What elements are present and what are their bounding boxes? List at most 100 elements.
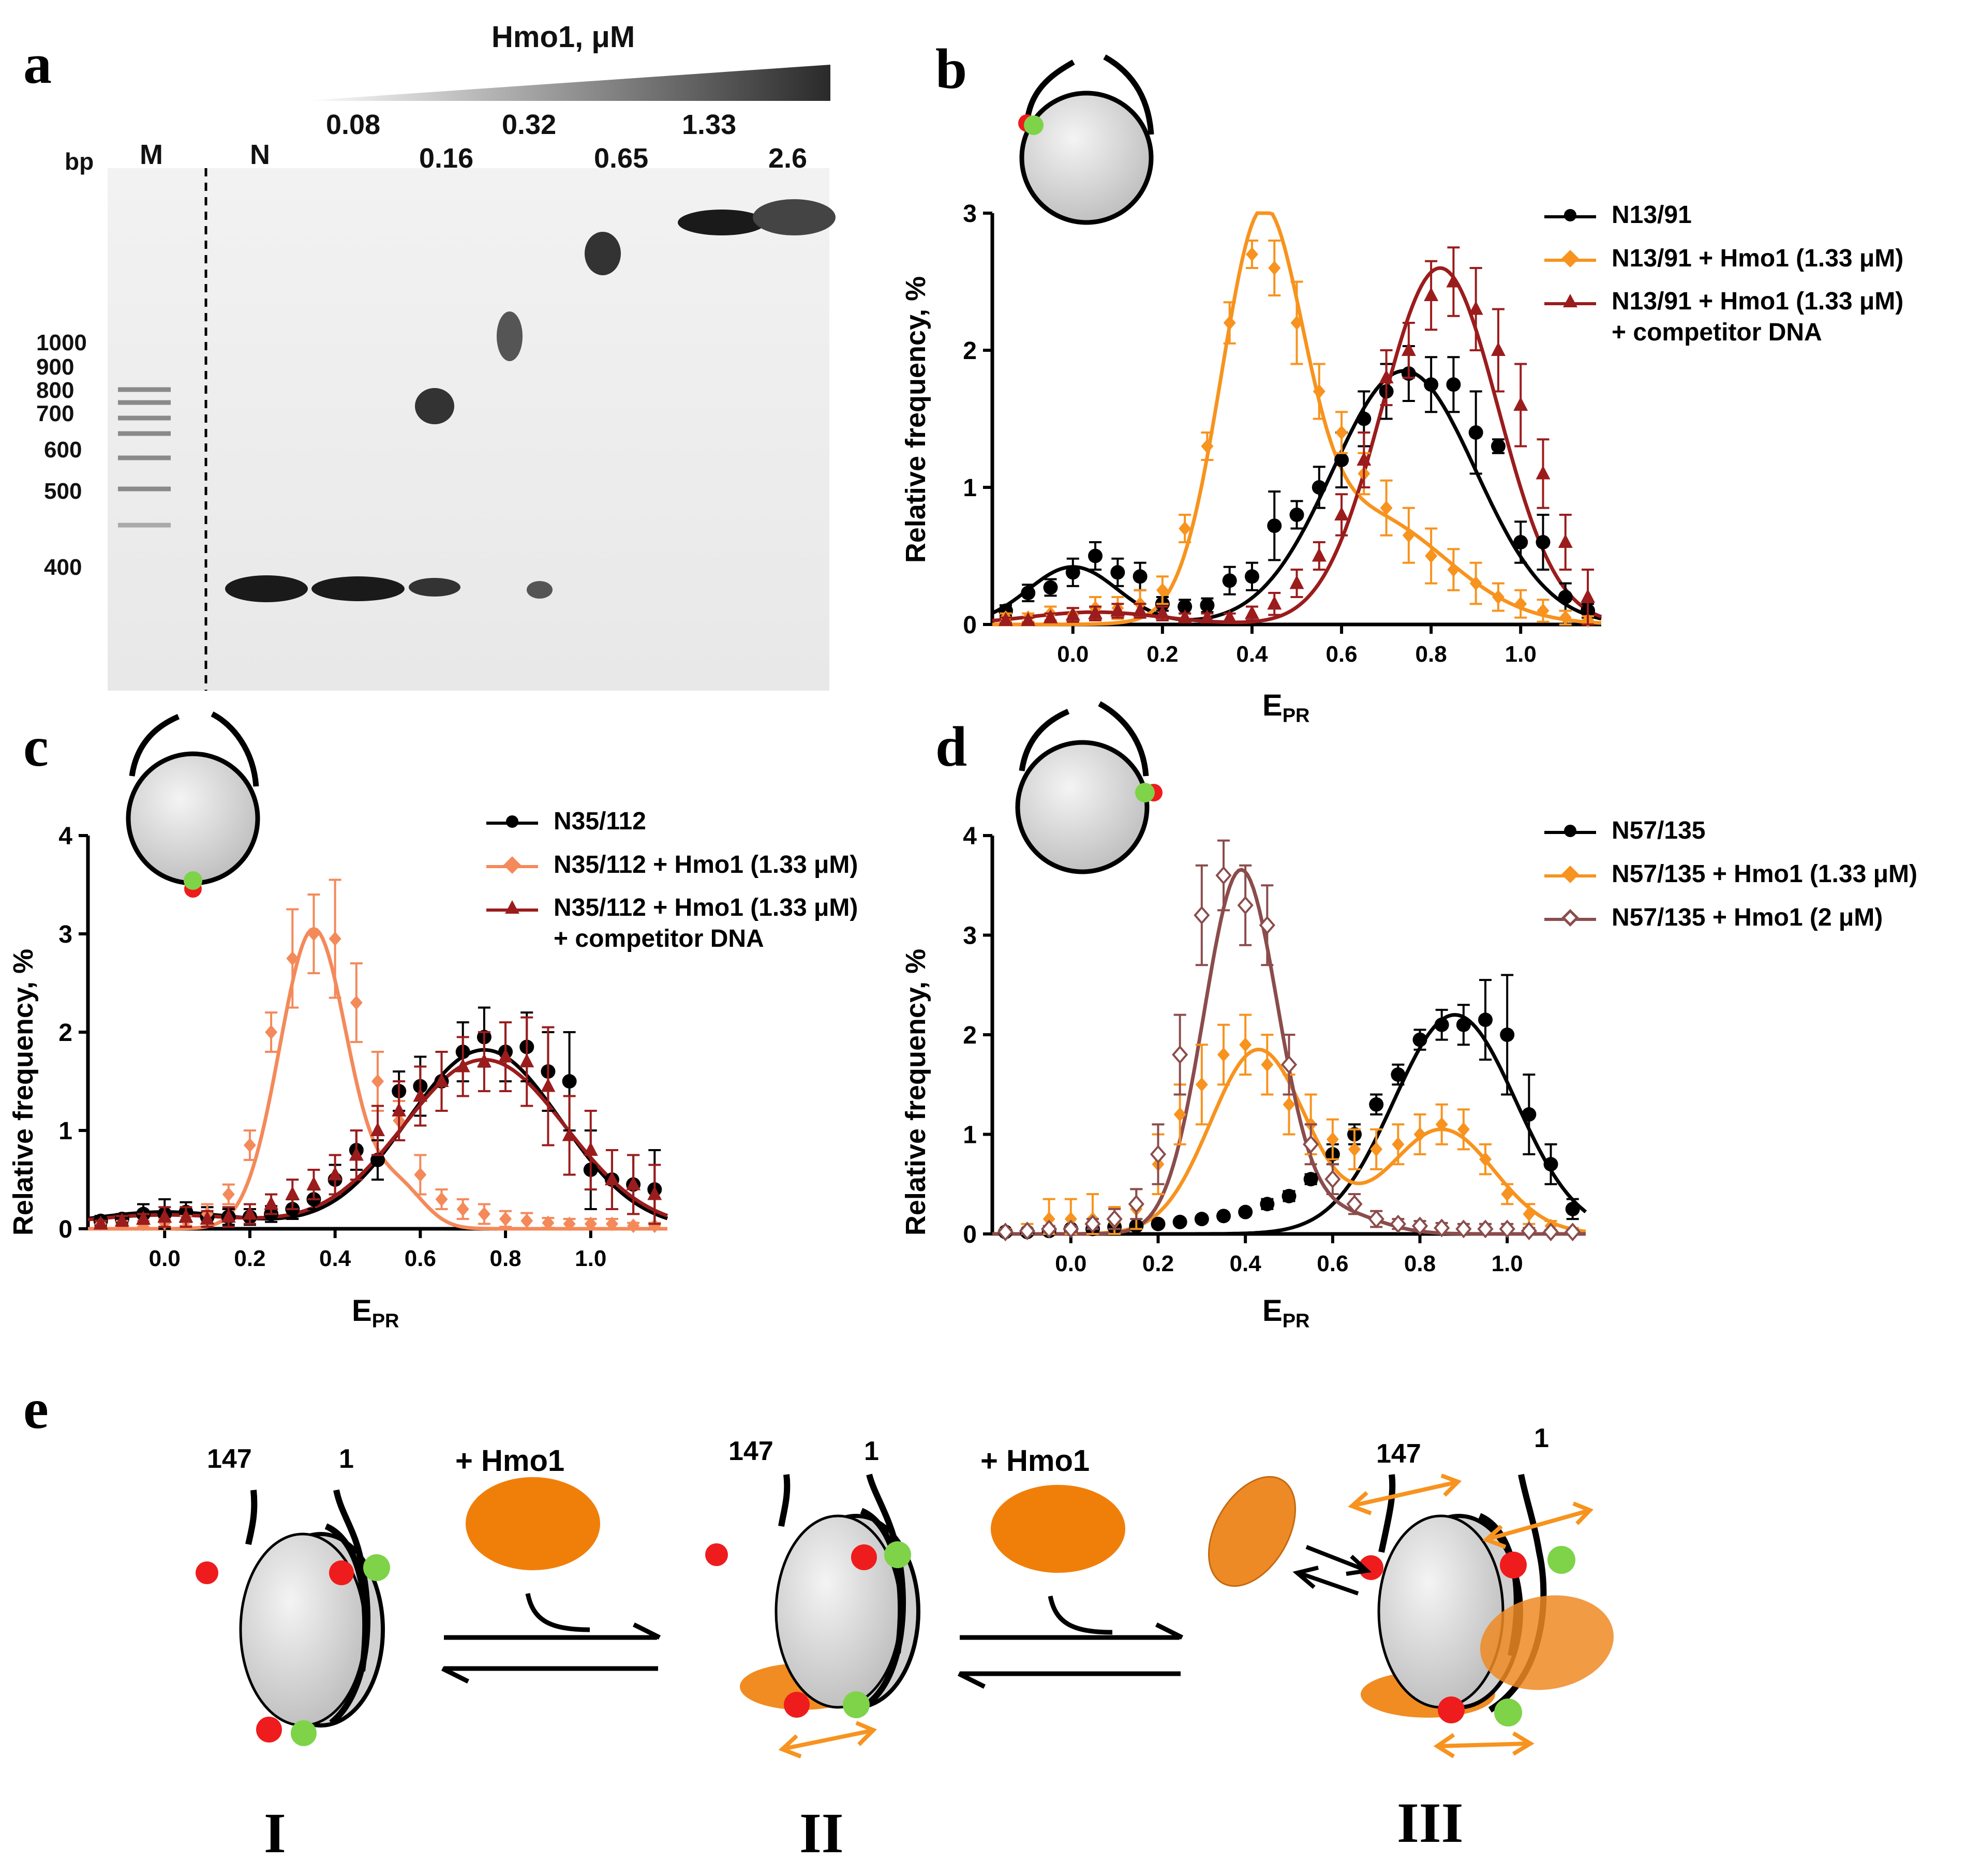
data-point	[1223, 316, 1236, 330]
dna-end-1: 1	[1534, 1423, 1549, 1453]
gel-conc-032: 0.32	[502, 109, 557, 140]
data-point	[1239, 1037, 1252, 1052]
xlabel-sub: PR	[1282, 1310, 1310, 1332]
data-point	[1499, 1219, 1515, 1239]
data-point	[1065, 606, 1080, 621]
data-point	[1156, 583, 1169, 598]
data-point	[1446, 377, 1461, 392]
data-point	[1282, 1188, 1297, 1203]
plot-c: 0 1 2 3 4 0.0 0.2 0.4 0.6 0.8 1.0	[58, 823, 668, 1271]
data-point	[1559, 610, 1572, 625]
data-point	[1173, 1107, 1186, 1122]
band-free-nucleosome	[225, 575, 308, 602]
data-point	[562, 1127, 577, 1141]
panel-label-d: d	[935, 715, 967, 778]
data-point	[1063, 1219, 1079, 1239]
y-tick-label: 0	[963, 1221, 977, 1248]
y-tick-label: 0	[963, 612, 977, 639]
xlabel-d: EPR	[1262, 1293, 1309, 1333]
nucleosome-stage-2	[705, 1473, 920, 1759]
y-tick-label: 0	[58, 1216, 72, 1243]
legend-text: N57/135 + Hmo1 (1.33 μM)	[1612, 860, 1917, 888]
data-point	[1491, 439, 1506, 454]
data-point	[1492, 590, 1505, 604]
data-point	[1064, 1212, 1077, 1227]
data-point	[1477, 1219, 1494, 1239]
data-point	[1334, 507, 1349, 520]
data-point	[1478, 1013, 1493, 1028]
legend-item: N57/135	[1544, 815, 1917, 847]
x-tick-label: 0.2	[1146, 642, 1178, 667]
y-tick-label: 4	[963, 823, 977, 850]
y-tick-label: 2	[58, 1019, 72, 1047]
data-point	[1542, 1223, 1559, 1242]
data-point	[1084, 1214, 1101, 1233]
concentration-wedge	[303, 65, 830, 101]
data-point	[1088, 548, 1103, 563]
ladder-label: 1000	[36, 330, 87, 355]
nucleosome-pictogram-b	[1018, 54, 1154, 225]
y-tick-label: 1	[58, 1118, 72, 1145]
data-point	[1042, 1212, 1055, 1227]
gel-conc-065: 0.65	[594, 143, 649, 174]
legend-text: N13/91	[1612, 201, 1692, 229]
data-point	[456, 1202, 469, 1216]
gel-bp-label: bp	[65, 148, 94, 175]
band-008	[311, 576, 405, 601]
data-point	[1133, 602, 1148, 617]
legend-c: N35/112 N35/112 + Hmo1 (1.33 μM) N35/112…	[486, 806, 858, 960]
legend-text: + competitor DNA	[554, 925, 764, 952]
data-point	[1110, 602, 1125, 617]
data-point	[1558, 590, 1573, 604]
gel-conc-008: 0.08	[326, 109, 381, 140]
data-point	[1150, 1144, 1167, 1164]
dna-end-147: 147	[728, 1436, 773, 1466]
data-point	[1379, 369, 1394, 383]
data-point	[285, 1186, 300, 1200]
xlabel-main: E	[352, 1294, 372, 1328]
data-point	[1335, 425, 1348, 440]
dna-end-1: 1	[864, 1436, 879, 1466]
data-point	[1215, 866, 1232, 885]
data-point	[136, 1211, 151, 1225]
x-tick-label: 0.4	[1230, 1251, 1262, 1276]
ladder-label: 900	[36, 354, 75, 380]
data-point	[1222, 609, 1237, 623]
data-point	[1537, 603, 1550, 618]
data-point	[1313, 384, 1325, 399]
stage-label-2: II	[799, 1801, 844, 1865]
x-tick-label: 1.0	[1505, 642, 1537, 667]
legend-text: N35/112 + Hmo1 (1.33 μM)	[554, 851, 858, 879]
data-point	[1368, 1210, 1384, 1229]
x-tick-label: 0.0	[149, 1246, 181, 1271]
data-point	[306, 1176, 321, 1190]
data-point	[1259, 916, 1275, 935]
fit-curve	[991, 369, 1602, 622]
data-point	[222, 1187, 235, 1202]
y-tick-label: 3	[963, 200, 977, 228]
data-point	[1326, 1132, 1339, 1147]
data-point	[476, 1053, 492, 1067]
data-point	[1457, 1122, 1470, 1137]
data-point	[1413, 1127, 1426, 1142]
data-point	[1513, 535, 1528, 549]
data-point	[307, 927, 320, 941]
data-point	[1290, 316, 1303, 330]
x-tick-label: 0.2	[1142, 1251, 1174, 1276]
data-point	[1565, 1201, 1580, 1216]
legend-text: + competitor DNA	[1612, 319, 1822, 346]
data-point	[1514, 597, 1527, 612]
data-point	[626, 1176, 641, 1190]
data-point	[1521, 1222, 1538, 1241]
ylabel-d: Relative frequency, %	[900, 948, 931, 1236]
data-point	[1128, 1195, 1144, 1214]
data-point	[1194, 905, 1210, 925]
data-point	[1346, 1195, 1363, 1214]
fit-curve	[992, 211, 1602, 627]
x-tick-label: 1.0	[1492, 1251, 1523, 1276]
plot-d: 0 1 2 3 4 0.0 0.2 0.4 0.6 0.8 1.0	[963, 823, 1587, 1276]
data-point	[1303, 1135, 1319, 1154]
legend-item: N13/91 + Hmo1 (1.33 μM) + competitor DNA	[1544, 286, 1903, 353]
data-point	[1357, 452, 1372, 466]
